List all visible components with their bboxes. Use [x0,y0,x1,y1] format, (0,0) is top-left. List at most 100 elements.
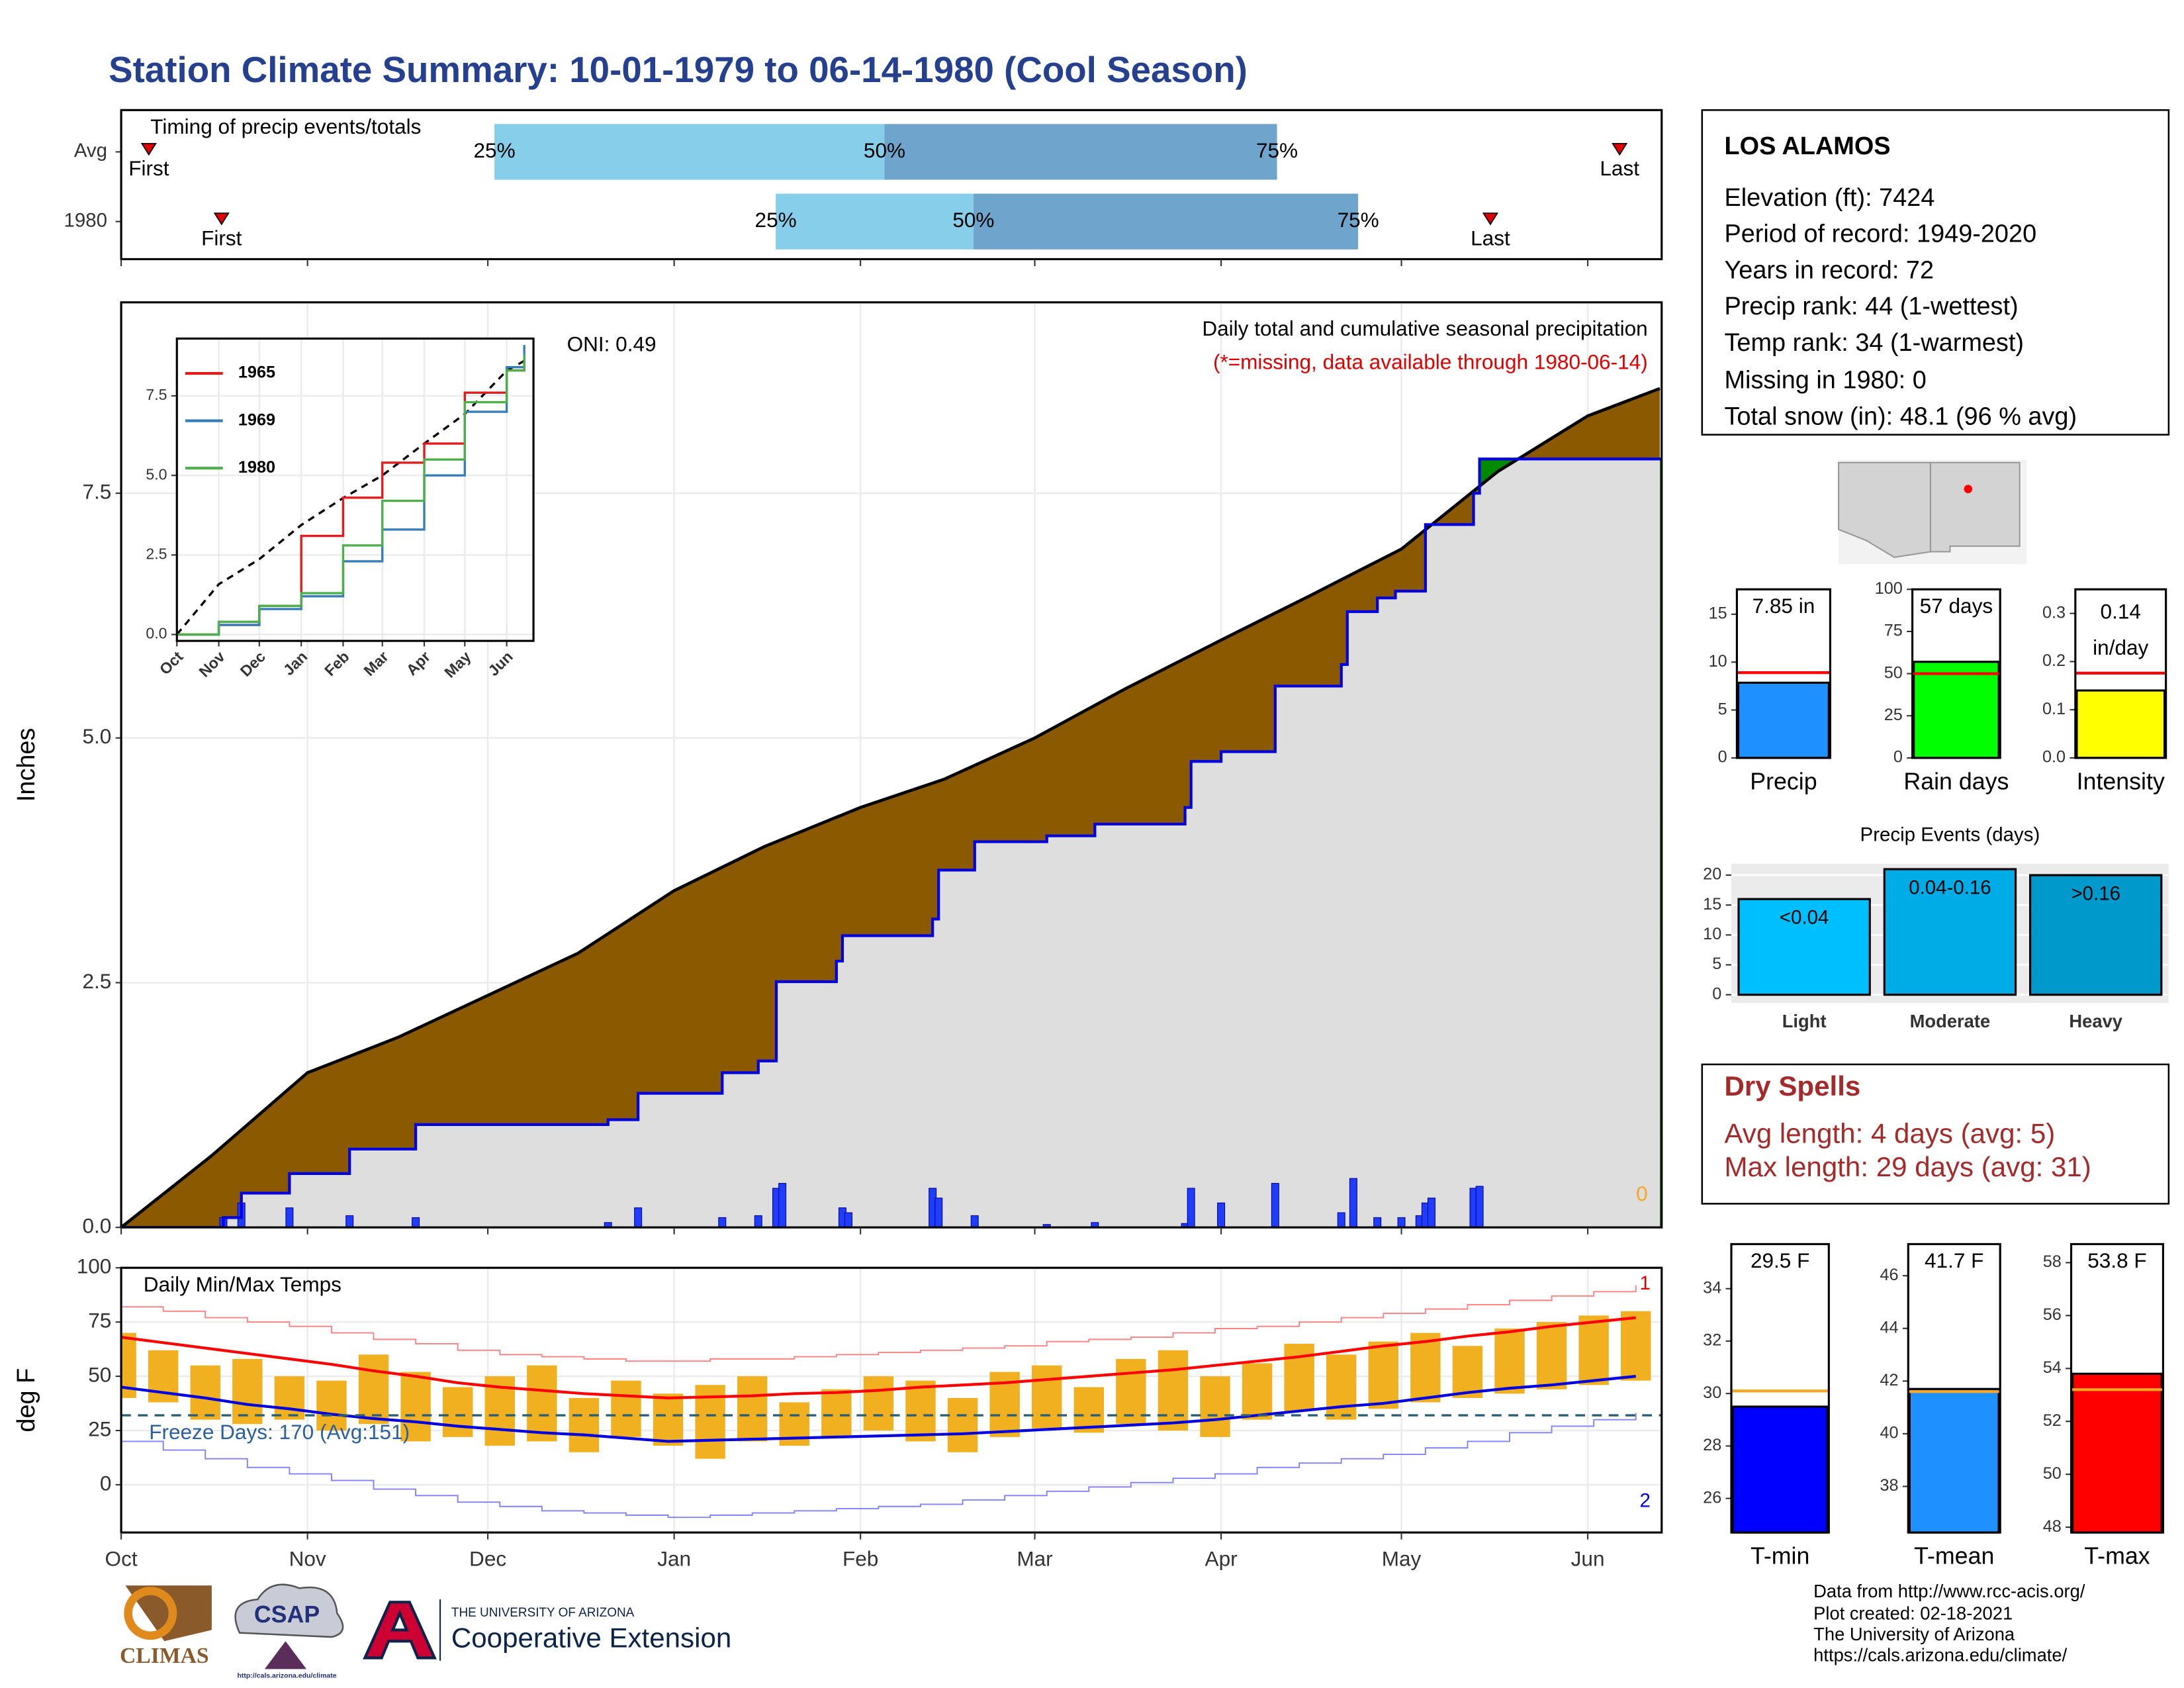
quartile-bar [776,193,974,250]
x-tick-label: May [1382,1547,1422,1571]
logo-shape [264,1641,307,1669]
bar [2071,1372,2163,1534]
x-tick-label: Apr [1205,1547,1238,1571]
plot-frame [1735,588,1832,759]
temp-range-bar [569,1397,600,1452]
daily-precip-bar [1187,1188,1195,1228]
corner-label: 0 [1636,1182,1648,1205]
daily-precip-bar [1271,1183,1279,1228]
daily-precip-bar [754,1215,762,1228]
quartile-label: 25% [755,208,797,232]
panel-subtitle: (*=missing, data available through 1980-… [1213,350,1648,374]
daily-precip-bar [718,1217,727,1228]
y-tick-label: 1980 [64,209,108,231]
info-line: Missing in 1980: 0 [1724,367,1926,395]
daily-precip-bar [285,1207,294,1228]
temp-range-bar [527,1365,557,1442]
y-tick-label: 20 [1703,865,1721,884]
y-tick-label: 42 [1880,1371,1898,1389]
y-tick-label: 75 [88,1309,111,1333]
info-line: Elevation (ft): 7424 [1724,184,1934,212]
daily-precip-bar [844,1212,852,1228]
y-tick-label: 34 [1703,1278,1721,1297]
quartile-label: 75% [1256,138,1298,162]
logo-shape [234,1583,344,1638]
temp-range-bar [121,1333,136,1398]
bar [1908,1387,2000,1534]
temp-range-bar [1242,1363,1273,1420]
observed-area [121,459,1661,1228]
value-label: 53.8 F [2087,1248,2146,1272]
y-tick-label: 75 [1884,622,1903,640]
temp-range-bar [1200,1376,1230,1437]
record-high-label: 1 [1640,1272,1651,1294]
value-label: 41.7 F [1925,1248,1983,1272]
y-tick-label: 7.5 [146,386,167,403]
event-marker [140,142,157,156]
station-name: LOS ALAMOS [1724,132,1890,160]
daily-precip-bar [634,1207,643,1228]
csap-logo: CSAP http://cals.arizona.edu/climate [234,1583,344,1680]
daily-precip-bar [1217,1202,1226,1228]
daily-precip-bar [1397,1217,1406,1228]
bar [1913,661,2000,759]
y-tick-label: 0 [1712,984,1721,1003]
footer-line: Data from http://www.rcc-acis.org/ [1813,1581,2085,1601]
y-tick-label: 54 [2043,1358,2062,1377]
info-line: Period of record: 1949-2020 [1724,220,2036,248]
temp-range-bar [274,1376,305,1420]
x-tick-label: Feb [842,1547,878,1571]
below-group [121,459,1661,1228]
y-tick-label: 38 [1880,1476,1898,1495]
y-tick-label: 2.5 [83,969,112,993]
legend-label: 1980 [238,458,275,477]
bin-label: <0.04 [1780,906,1829,928]
plot-area [121,1285,1662,1519]
temp-range-bar [1452,1346,1483,1398]
plot-frame [120,109,1663,261]
page-title: Station Climate Summary: 10-01-1979 to 0… [109,49,1248,90]
plot-frame [120,301,1663,1229]
oni-label: ONI: 0.49 [567,332,657,355]
y-tick-label: 100 [77,1254,112,1278]
cumulative-line [121,387,1661,1228]
category-label: Precip [1750,768,1817,794]
y-tick-label: 52 [2043,1411,2062,1430]
y-tick-label: 44 [1880,1318,1898,1336]
y-tick-label: 0.1 [2042,700,2066,718]
value-label: 57 days [1920,594,1993,618]
daily-precip-bar [345,1215,354,1228]
plot-frame [2070,1243,2165,1534]
bar [1883,868,2017,996]
category-label: T-min [1751,1542,1809,1569]
y-tick-label: 0.3 [2042,603,2066,622]
y-tick-label: 32 [1703,1331,1721,1350]
plot-area [121,387,1662,1228]
temp-range-bar [863,1376,894,1431]
panel-title: Daily total and cumulative seasonal prec… [1202,316,1647,340]
event-marker [1612,142,1628,156]
y-tick-label: 28 [1703,1436,1721,1454]
daily-precip-bar [412,1217,420,1228]
footer-line: https://cals.arizona.edu/climate/ [1813,1645,2067,1665]
y-tick-label: 7.5 [83,479,112,503]
series-line [177,345,525,636]
bar [2029,874,2163,996]
bin-label: 0.04-0.16 [1909,876,1991,898]
temp-range-bar [1158,1350,1189,1431]
record-low-label: 2 [1640,1490,1651,1512]
info-line: Temp rank: 34 (1-warmest) [1724,329,2024,357]
daily-precip-bar [1349,1178,1357,1228]
category-label: Heavy [2069,1011,2122,1031]
value-units: in/day [2093,635,2148,659]
daily-precip-bar [1373,1217,1382,1228]
temp-range-bar [1073,1387,1104,1433]
y-tick-label: 0.0 [146,625,167,642]
legend-label: 1969 [238,410,275,429]
event-marker [1482,212,1498,226]
bin-label: >0.16 [2071,882,2120,904]
y-tick-label: 50 [88,1362,111,1386]
state-nm [1929,461,2021,553]
info-line: Precip rank: 44 (1-wettest) [1724,293,2018,320]
